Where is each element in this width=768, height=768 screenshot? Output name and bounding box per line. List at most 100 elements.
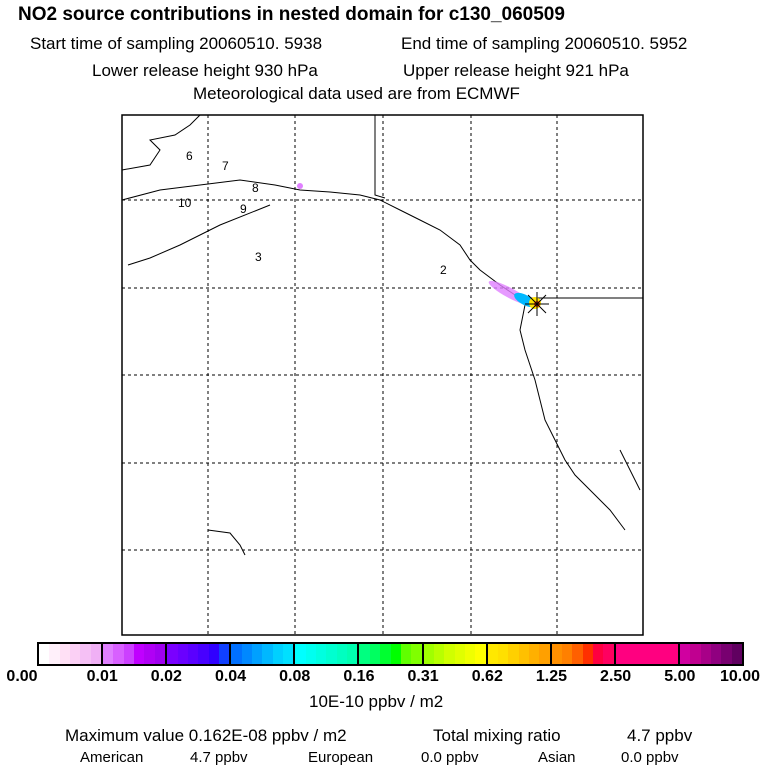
colorbar-tick-label: 5.00 <box>664 668 696 685</box>
colorbar-cell <box>646 644 658 664</box>
colorbar-cell <box>562 644 573 664</box>
total-mixing-ratio-value: 4.7 ppbv <box>627 726 693 745</box>
colorbar-tick-label: 10.00 <box>719 668 761 685</box>
map-label: 3 <box>255 250 262 264</box>
colorbar-cell <box>390 644 401 664</box>
colorbar-segment <box>167 644 232 664</box>
colorbar-cell <box>295 644 306 664</box>
colorbar-cell <box>305 644 317 664</box>
colorbar-cell <box>582 644 594 664</box>
colorbar-cell <box>123 644 135 664</box>
met-data-source: Meteorological data used are from ECMWF <box>193 84 520 103</box>
plot-title: NO2 source contributions in nested domai… <box>18 4 565 25</box>
colorbar-tick-label: 0.00 <box>6 668 38 685</box>
colorbar-cell <box>167 644 178 664</box>
colorbar-cell <box>593 644 604 664</box>
colorbar-cell <box>444 644 455 664</box>
colorbar-segment <box>487 644 552 664</box>
colorbar-cell <box>626 644 637 664</box>
release-site-star-icon <box>525 292 549 316</box>
colorbar-cell <box>721 644 732 664</box>
colorbar-cell <box>700 644 711 664</box>
map-label: 7 <box>222 159 229 173</box>
colorbar-cell <box>347 644 358 664</box>
colorbar-unit: 10E-10 ppbv / m2 <box>309 692 444 711</box>
colorbar-tick-label: 0.04 <box>214 668 247 685</box>
colorbar-cell <box>475 644 486 664</box>
colorbar-cell <box>539 644 550 664</box>
colorbar-cell <box>433 644 445 664</box>
colorbar-cell <box>636 644 647 664</box>
region-asian-label: Asian <box>538 749 576 766</box>
colorbar-cell <box>113 644 124 664</box>
colorbar-segment <box>423 644 488 664</box>
colorbar-cell <box>262 644 273 664</box>
colorbar-cell <box>359 644 370 664</box>
colorbar-cell <box>218 644 230 664</box>
colorbar-cell <box>572 644 583 664</box>
colorbar-cell <box>498 644 509 664</box>
colorbar-cell <box>518 644 530 664</box>
colorbar-cell <box>411 644 422 664</box>
colorbar-cell <box>154 644 166 664</box>
colorbar-segment <box>231 644 296 664</box>
colorbar-cell <box>508 644 519 664</box>
map-label: 10 <box>178 196 192 210</box>
colorbar-segment <box>295 644 360 664</box>
colorbar <box>37 642 744 666</box>
colorbar-cell <box>90 644 102 664</box>
colorbar-cell <box>316 644 327 664</box>
colorbar-cell <box>487 644 498 664</box>
colorbar-cell <box>551 644 563 664</box>
colorbar-cell <box>187 644 199 664</box>
coastlines <box>121 114 643 556</box>
colorbar-tick-label: 0.01 <box>86 668 118 685</box>
map-label: 6 <box>186 149 193 163</box>
colorbar-segment <box>615 644 680 664</box>
colorbar-cell <box>731 644 742 664</box>
colorbar-cell <box>710 644 722 664</box>
colorbar-cell <box>272 644 283 664</box>
colorbar-tick-label: 0.62 <box>471 668 503 685</box>
region-european-value: 0.0 ppbv <box>421 749 479 766</box>
colorbar-tick-label: 0.16 <box>343 668 375 685</box>
colorbar-cell <box>423 644 434 664</box>
map-label: 2 <box>440 263 447 277</box>
colorbar-tick-label: 1.25 <box>535 668 568 685</box>
colorbar-cell <box>690 644 701 664</box>
colorbar-tick-label: 2.50 <box>600 668 632 685</box>
colorbar-cell <box>134 644 145 664</box>
colorbar-tick-label: 0.08 <box>279 668 311 685</box>
colorbar-segment <box>39 644 104 664</box>
colorbar-segment <box>103 644 168 664</box>
colorbar-cell <box>80 644 91 664</box>
region-european-label: European <box>308 749 374 766</box>
colorbar-cell <box>208 644 219 664</box>
colorbar-cell <box>59 644 71 664</box>
map-label: 8 <box>252 181 259 195</box>
total-mixing-ratio-label: Total mixing ratio <box>433 726 561 745</box>
colorbar-cell <box>70 644 81 664</box>
colorbar-cell <box>667 644 678 664</box>
colorbar-cell <box>198 644 209 664</box>
map-label: 9 <box>240 202 247 216</box>
colorbar-cell <box>603 644 614 664</box>
colorbar-cell <box>464 644 476 664</box>
colorbar-cell <box>679 644 691 664</box>
colorbar-cell <box>454 644 465 664</box>
region-american-label: American <box>80 749 144 766</box>
upper-release-height: Upper release height 921 hPa <box>403 61 629 80</box>
colorbar-cell <box>231 644 242 664</box>
colorbar-cell <box>615 644 627 664</box>
end-time: End time of sampling 20060510. 5952 <box>401 34 688 53</box>
colorbar-cell <box>326 644 337 664</box>
colorbar-cell <box>144 644 155 664</box>
colorbar-cell <box>529 644 540 664</box>
maximum-value: Maximum value 0.162E-08 ppbv / m2 <box>65 726 347 745</box>
colorbar-cell <box>336 644 348 664</box>
region-asian-value: 0.0 ppbv <box>621 749 679 766</box>
colorbar-segment <box>551 644 616 664</box>
colorbar-cell <box>380 644 391 664</box>
region-american-value: 4.7 ppbv <box>190 749 248 766</box>
